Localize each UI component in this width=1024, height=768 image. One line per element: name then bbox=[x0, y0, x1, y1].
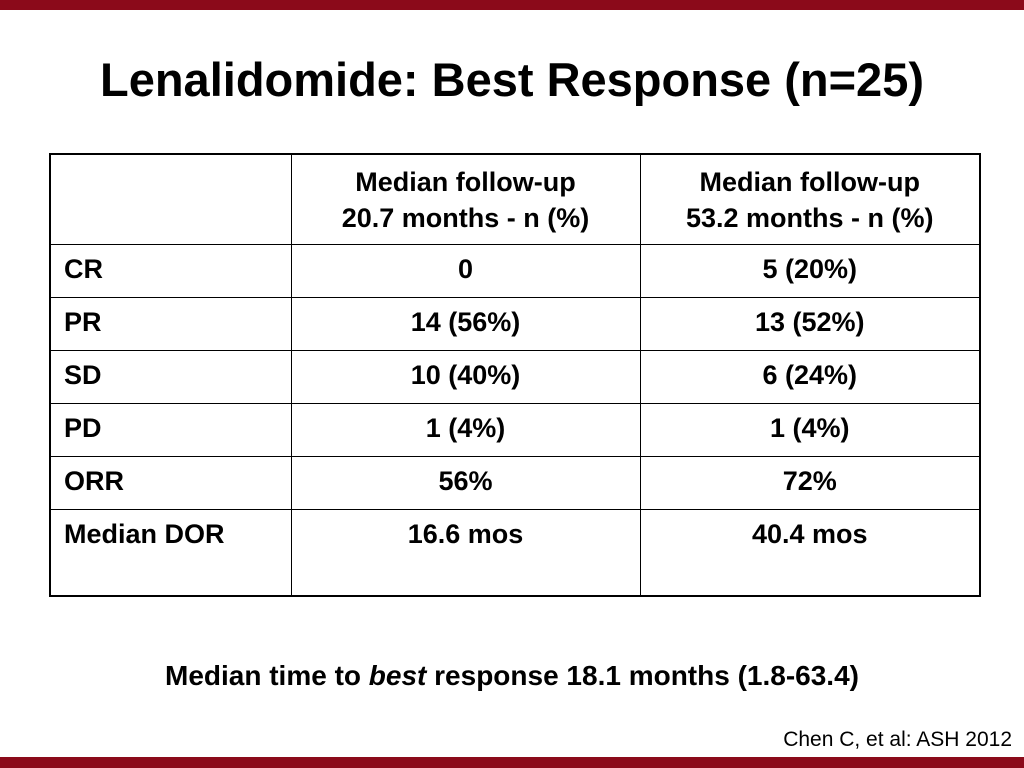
footnote-suffix: response 18.1 months (1.8-63.4) bbox=[426, 660, 859, 691]
table-cell: 56% bbox=[290, 456, 641, 510]
row-label: PR bbox=[49, 297, 292, 351]
bottom-accent-bar bbox=[0, 757, 1024, 768]
slide-title: Lenalidomide: Best Response (n=25) bbox=[100, 53, 924, 106]
median-time-to-best-response: Median time to best response 18.1 months… bbox=[0, 656, 1024, 696]
header-line-2: 20.7 months - n (%) bbox=[341, 202, 590, 233]
header-followup-20-7: Median follow-up 20.7 months - n (%) bbox=[290, 153, 641, 245]
table-cell: 14 (56%) bbox=[290, 297, 641, 351]
footnote-emphasis: best bbox=[368, 660, 427, 691]
table-row-cr: CR 0 5 (20%) bbox=[49, 244, 981, 298]
header-line-2: 53.2 months - n (%) bbox=[685, 202, 934, 233]
row-label: CR bbox=[49, 244, 292, 298]
table-cell: 5 (20%) bbox=[639, 244, 981, 298]
table-cell: 6 (24%) bbox=[639, 350, 981, 404]
footnote-prefix: Median time to bbox=[165, 660, 369, 691]
table-header-row: Median follow-up 20.7 months - n (%) Med… bbox=[49, 153, 981, 245]
table-row-sd: SD 10 (40%) 6 (24%) bbox=[49, 350, 981, 404]
table-cell: 0 bbox=[290, 244, 641, 298]
table-cell: 10 (40%) bbox=[290, 350, 641, 404]
header-line-1: Median follow-up bbox=[699, 166, 920, 197]
header-line-1: Median follow-up bbox=[355, 166, 576, 197]
citation: Chen C, et al: ASH 2012 bbox=[783, 728, 1012, 751]
row-label: SD bbox=[49, 350, 292, 404]
row-label: Median DOR bbox=[49, 509, 292, 596]
table-row-pr: PR 14 (56%) 13 (52%) bbox=[49, 297, 981, 351]
header-corner-cell bbox=[49, 153, 292, 245]
table-cell: 1 (4%) bbox=[290, 403, 641, 457]
table-cell: 13 (52%) bbox=[639, 297, 981, 351]
header-followup-53-2: Median follow-up 53.2 months - n (%) bbox=[639, 153, 981, 245]
row-label: PD bbox=[49, 403, 292, 457]
row-label: ORR bbox=[49, 456, 292, 510]
table-cell: 40.4 mos bbox=[639, 509, 981, 596]
top-accent-bar bbox=[0, 0, 1024, 10]
table-row-pd: PD 1 (4%) 1 (4%) bbox=[49, 403, 981, 457]
best-response-table: Median follow-up 20.7 months - n (%) Med… bbox=[49, 153, 981, 597]
table-row-median-dor: Median DOR 16.6 mos 40.4 mos bbox=[49, 509, 981, 596]
table-cell: 72% bbox=[639, 456, 981, 510]
table-cell: 1 (4%) bbox=[639, 403, 981, 457]
table-cell: 16.6 mos bbox=[290, 509, 641, 596]
table-row-orr: ORR 56% 72% bbox=[49, 456, 981, 510]
